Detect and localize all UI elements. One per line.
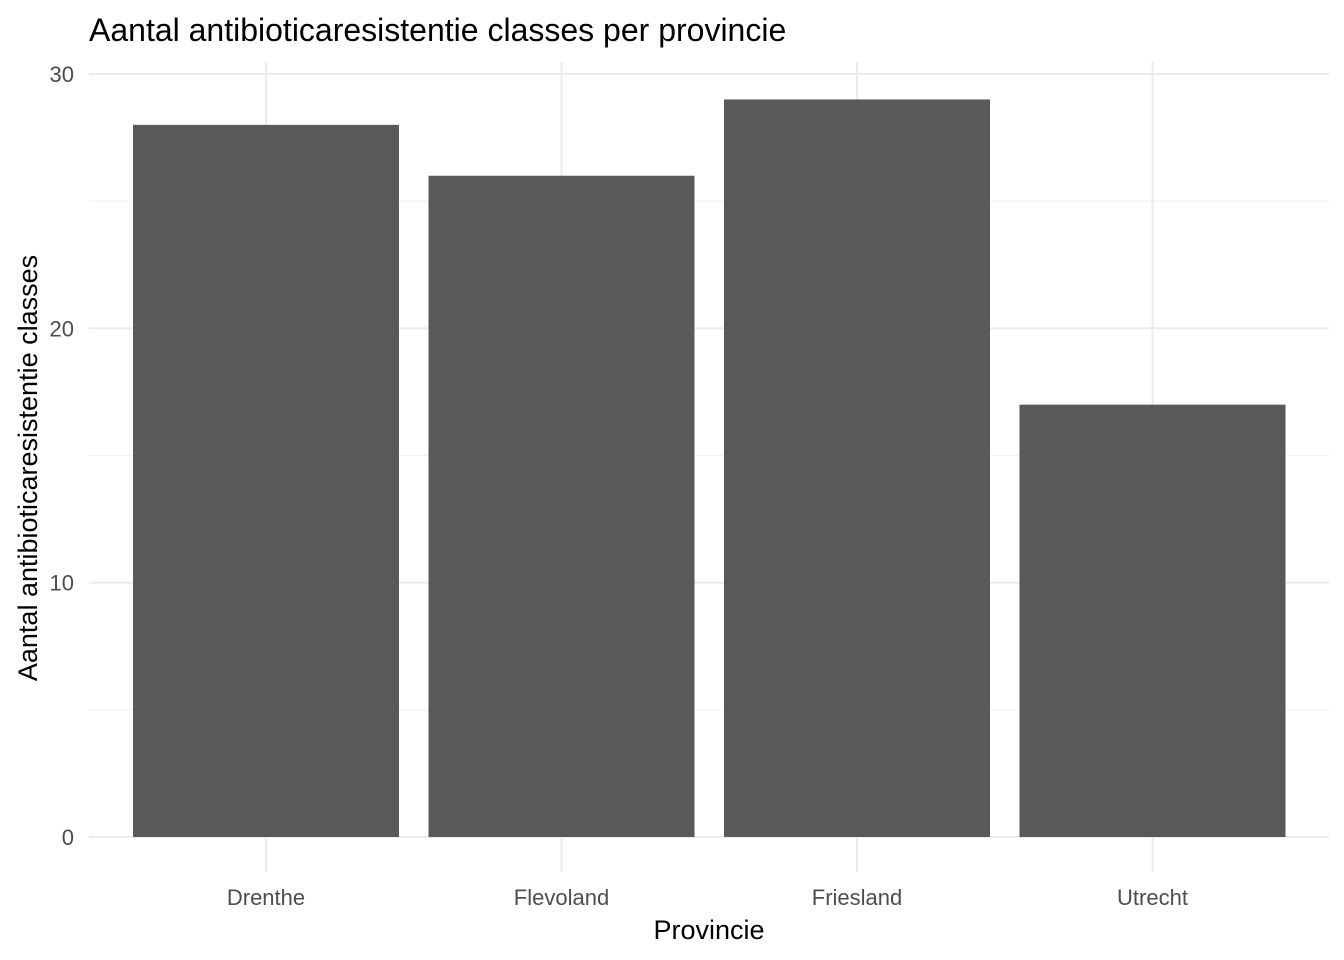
x-axis-title: Provincie bbox=[653, 915, 764, 945]
chart-title: Aantal antibioticaresistentie classes pe… bbox=[89, 12, 786, 48]
x-tick-label: Utrecht bbox=[1117, 885, 1188, 910]
y-axis-ticks: 0 10 20 30 bbox=[50, 62, 74, 850]
x-axis-ticks: Drenthe Flevoland Friesland Utrecht bbox=[227, 885, 1188, 910]
x-tick-label: Flevoland bbox=[514, 885, 609, 910]
y-tick-label: 30 bbox=[50, 62, 74, 87]
x-tick-label: Friesland bbox=[812, 885, 902, 910]
bar-flevoland bbox=[428, 175, 695, 837]
bar-drenthe bbox=[133, 124, 399, 837]
x-tick-label: Drenthe bbox=[227, 885, 305, 910]
y-tick-label: 10 bbox=[50, 571, 74, 596]
bars bbox=[133, 99, 1286, 837]
bar-friesland bbox=[724, 99, 990, 837]
y-tick-label: 0 bbox=[62, 825, 74, 850]
y-axis-title: Aantal antibioticaresistentie classes bbox=[13, 255, 43, 681]
y-tick-label: 20 bbox=[50, 316, 74, 341]
bar-utrecht bbox=[1019, 404, 1286, 837]
